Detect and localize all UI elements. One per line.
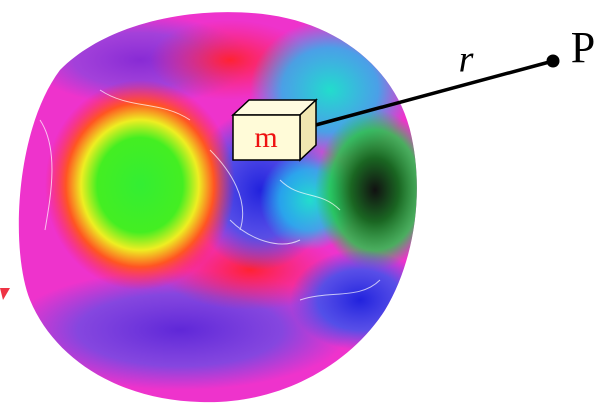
edge-marker: [0, 288, 10, 300]
page: m r P (() => { const data = JSON.parse(d…: [0, 0, 601, 406]
distance-label: r: [459, 39, 474, 81]
point-label: P: [571, 23, 595, 72]
point-dot: [547, 55, 560, 68]
diagram: m r P: [0, 0, 601, 406]
earth: [0, 0, 435, 406]
mass-label: m: [254, 121, 277, 154]
